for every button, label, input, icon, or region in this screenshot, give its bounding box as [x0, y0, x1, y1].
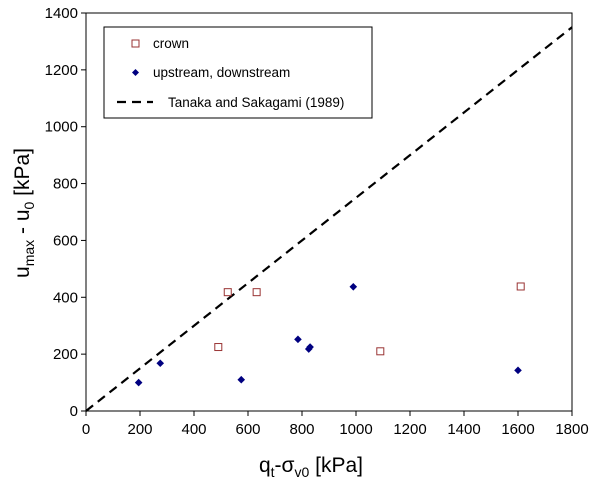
crown-series — [214, 282, 525, 356]
x-tick-label: 600 — [235, 421, 260, 438]
legend: crown upstream, downstream Tanaka and Sa… — [103, 26, 373, 119]
y-tick-label: 400 — [53, 289, 78, 306]
legend-upstream-downstream-marker — [132, 69, 139, 76]
x-tick-label: 1200 — [393, 421, 426, 438]
y-axis-title: umax - u0 [kPa] — [11, 148, 37, 278]
y-tick-label: 1400 — [45, 5, 78, 22]
y-tick-labels: 0 200 400 600 800 1000 1200 1400 — [45, 5, 78, 420]
upstream-downstream-point — [306, 343, 314, 351]
upstream-downstream-point — [237, 375, 246, 384]
y-tick-label: 0 — [70, 403, 78, 420]
x-tick-label: 800 — [289, 421, 314, 438]
legend-upstream-downstream-label: upstream, downstream — [153, 65, 290, 80]
upstream-downstream-point — [294, 335, 302, 344]
upstream-downstream-point — [156, 359, 165, 368]
upstream-downstream-point — [134, 378, 143, 387]
upstream-downstream-point — [514, 366, 522, 375]
upstream-downstream-series — [134, 282, 522, 387]
legend-crown-marker — [131, 39, 140, 48]
x-axis-title: qt-σv0 [kPa] — [259, 454, 363, 479]
legend-tanaka-sakagami-label: Tanaka and Sakagami (1989) — [168, 95, 344, 110]
y-tick-label: 1200 — [45, 62, 78, 79]
y-tick-label: 200 — [53, 346, 78, 363]
x-tick-label: 0 — [82, 421, 90, 438]
x-tick-label: 400 — [181, 421, 206, 438]
crown-point — [516, 282, 525, 291]
crown-point — [252, 288, 261, 297]
x-tick-label: 1600 — [501, 421, 534, 438]
crown-point — [223, 288, 232, 297]
x-tick-label: 200 — [127, 421, 152, 438]
legend-crown-label: crown — [153, 36, 189, 51]
y-tick-label: 600 — [53, 232, 78, 249]
y-tick-label: 1000 — [45, 119, 78, 136]
x-tick-label: 1400 — [447, 421, 480, 438]
y-tick-label: 800 — [53, 176, 78, 193]
x-tick-label: 1000 — [339, 421, 372, 438]
crown-point — [214, 343, 223, 352]
upstream-downstream-point — [349, 282, 358, 291]
crown-point — [376, 347, 385, 356]
x-tick-labels: 0 200 400 600 800 1000 1200 1400 1600 1800 — [82, 421, 589, 438]
x-tick-label: 1800 — [555, 421, 588, 438]
tanaka-sakagami-line — [85, 26, 573, 412]
